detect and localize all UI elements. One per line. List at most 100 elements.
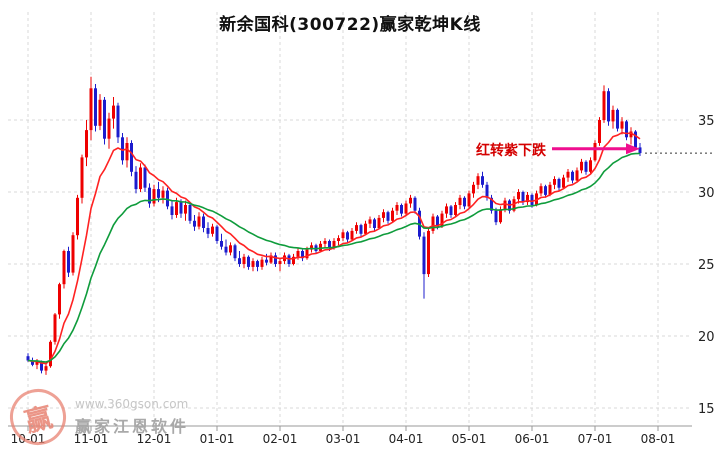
candle	[125, 143, 129, 161]
candle	[337, 238, 340, 241]
candle	[364, 223, 367, 234]
candle	[260, 259, 264, 267]
candle	[206, 228, 210, 234]
candle	[431, 216, 435, 231]
candle	[553, 179, 556, 185]
candle	[224, 246, 228, 253]
candle	[71, 235, 75, 273]
candle	[292, 256, 295, 264]
candle	[490, 197, 493, 211]
candle	[350, 230, 354, 240]
candle	[544, 186, 547, 195]
candle	[89, 88, 93, 131]
candle	[503, 200, 507, 210]
candle	[512, 199, 516, 211]
candle	[373, 219, 376, 228]
candle	[368, 219, 372, 224]
candle	[557, 179, 561, 188]
candle	[179, 202, 183, 214]
candle	[143, 167, 147, 188]
y-axis-tick-label: 35	[698, 114, 715, 129]
y-axis-labels: 35 30 25 20 15	[698, 114, 715, 417]
candle	[220, 241, 223, 247]
candle	[607, 91, 610, 122]
candle	[395, 205, 399, 211]
candle	[391, 210, 394, 221]
candle	[242, 256, 246, 264]
candle	[134, 171, 138, 190]
candle	[184, 205, 187, 214]
candle	[575, 170, 579, 181]
candle	[476, 176, 480, 185]
candle	[634, 131, 637, 148]
candle	[427, 230, 430, 275]
candle	[598, 120, 601, 143]
candle	[296, 251, 300, 257]
candle	[616, 109, 619, 129]
candle	[593, 143, 597, 161]
candles-layer	[26, 76, 642, 375]
x-axis-tick-label: 07-01	[578, 432, 613, 446]
y-axis-tick-label: 30	[698, 186, 715, 201]
ma-fast-line	[27, 131, 641, 365]
candle	[76, 197, 79, 236]
candle	[188, 205, 192, 221]
x-axis-tick-label: 11-01	[74, 432, 109, 446]
candle	[35, 361, 39, 365]
candle	[269, 255, 273, 263]
candle	[589, 160, 592, 172]
candle	[310, 245, 313, 250]
candle	[611, 109, 615, 122]
candle	[409, 197, 412, 204]
chart-title: 新余国科(300722)赢家乾坤K线	[219, 15, 481, 35]
x-axis-tick-label: 02-01	[263, 432, 298, 446]
candle	[494, 210, 498, 223]
candle	[166, 190, 169, 207]
candle	[341, 232, 345, 239]
candle	[346, 232, 349, 240]
candle	[170, 206, 174, 215]
candle	[467, 193, 471, 207]
candle	[499, 209, 502, 223]
x-axis-labels: 10-01 11-01 12-01 01-01 02-01 03-01 04-01 05-01…	[11, 432, 676, 446]
candle	[40, 361, 43, 371]
candle	[454, 205, 457, 215]
candle	[161, 190, 165, 198]
candle	[53, 314, 57, 342]
candle	[157, 189, 160, 198]
x-axis-tick-label: 03-01	[326, 432, 361, 446]
candle	[400, 205, 403, 214]
candle	[274, 255, 277, 264]
candle	[328, 241, 331, 249]
candle	[233, 245, 237, 259]
x-axis-tick-label: 10-01	[11, 432, 46, 446]
candle	[382, 212, 385, 218]
x-axis-tick-label: 05-01	[452, 432, 487, 446]
signal-arrow	[552, 143, 640, 155]
candle	[103, 99, 106, 139]
x-axis-tick-label: 08-01	[641, 432, 676, 446]
candle	[449, 206, 453, 215]
candle	[107, 118, 111, 139]
candle	[436, 216, 439, 227]
candle	[193, 220, 196, 227]
candle	[197, 216, 201, 227]
candle	[620, 121, 624, 129]
candle	[548, 184, 552, 195]
candle	[638, 147, 642, 154]
candle	[517, 192, 520, 200]
signal-annotation: 红转紫下跌	[428, 140, 546, 160]
candle	[530, 194, 534, 205]
candle	[359, 225, 363, 234]
y-axis-tick-label: 25	[698, 258, 715, 273]
x-axis-tick-label: 01-01	[200, 432, 235, 446]
candle	[287, 255, 291, 264]
candle	[31, 360, 34, 365]
candle	[130, 143, 133, 172]
candle	[85, 130, 88, 158]
x-axis-tick-label: 06-01	[515, 432, 550, 446]
candle	[539, 186, 543, 194]
candle	[355, 225, 358, 231]
